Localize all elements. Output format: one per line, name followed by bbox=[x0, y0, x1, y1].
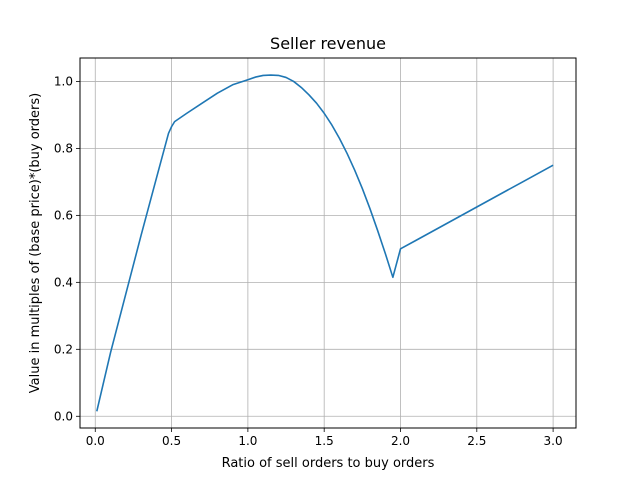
x-tick-label: 1.0 bbox=[238, 434, 257, 448]
y-tick-label: 0.4 bbox=[54, 275, 73, 289]
ticks: 0.0 0.5 1.0 1.5 2.0 2.5 3.0 0.0 0.2 0.4 0.6 0.8 1.0 bbox=[54, 74, 563, 448]
grid bbox=[80, 58, 576, 428]
y-tick-label: 0.2 bbox=[54, 342, 73, 356]
series-layer bbox=[96, 74, 554, 412]
x-tick-label: 1.5 bbox=[315, 434, 334, 448]
y-tick-label: 0.0 bbox=[54, 409, 73, 423]
series-line bbox=[96, 74, 554, 412]
x-tick-label: 3.0 bbox=[544, 434, 563, 448]
x-axis-label: Ratio of sell orders to buy orders bbox=[222, 456, 435, 471]
plot-frame bbox=[79, 57, 577, 429]
y-tick-label: 0.8 bbox=[54, 141, 73, 155]
y-tick-label: 1.0 bbox=[54, 74, 73, 88]
y-tick-label: 0.6 bbox=[54, 208, 73, 222]
x-tick-label: 2.0 bbox=[391, 434, 410, 448]
x-tick-label: 2.5 bbox=[467, 434, 486, 448]
x-tick-label: 0.5 bbox=[162, 434, 181, 448]
chart-title: Seller revenue bbox=[270, 34, 386, 53]
x-tick-label: 0.0 bbox=[86, 434, 105, 448]
y-axis-label: Value in multiples of (base price)*(buy … bbox=[28, 93, 43, 394]
